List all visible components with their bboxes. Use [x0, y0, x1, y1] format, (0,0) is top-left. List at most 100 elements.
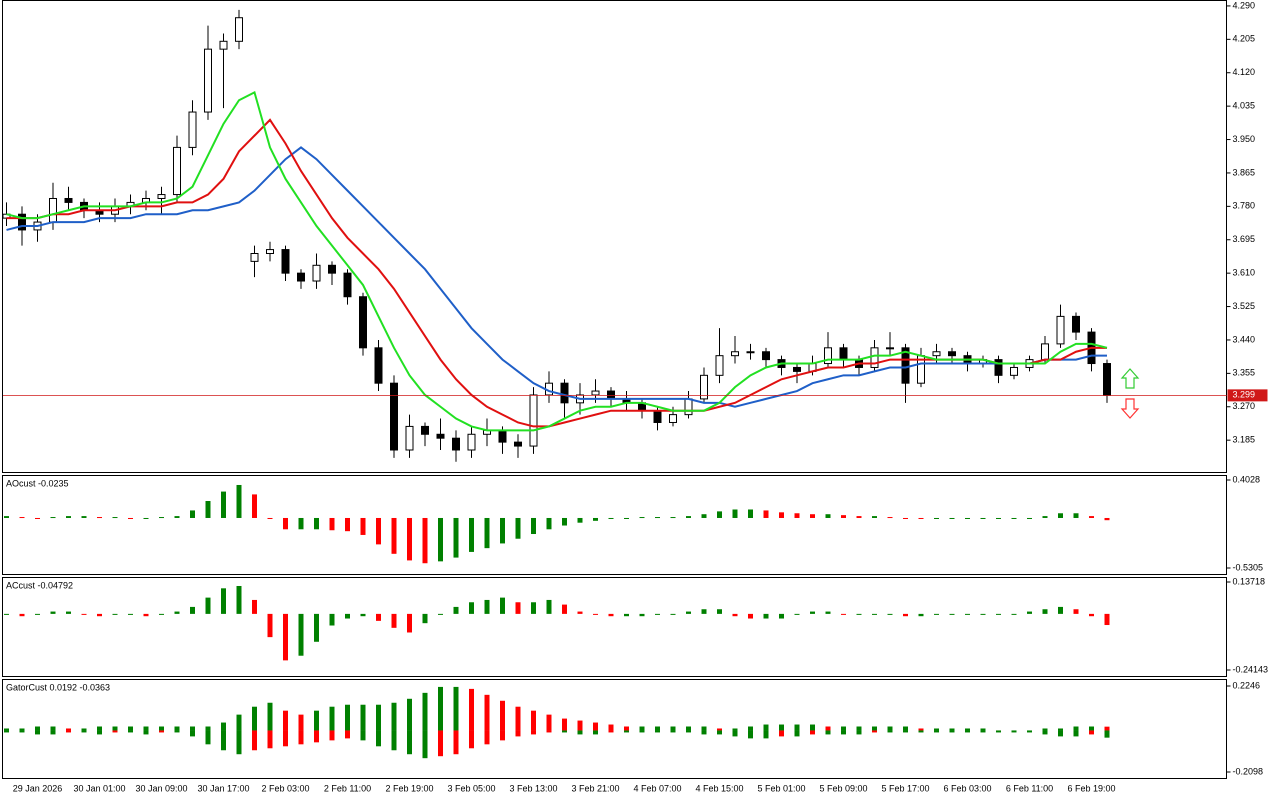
alligator-line: [6, 90, 1108, 432]
histogram-bar: [1027, 611, 1032, 614]
gator-bar: [903, 730, 908, 733]
histogram-bar: [1058, 606, 1063, 614]
histogram-bar: [484, 517, 490, 549]
histogram-bar: [1011, 613, 1017, 615]
histogram-bar: [701, 514, 707, 518]
gator-bar: [779, 730, 784, 737]
candle-body: [281, 249, 290, 274]
histogram-bar: [267, 517, 273, 519]
histogram-bar: [50, 517, 56, 519]
x-tick-label: 5 Feb 01:00: [757, 783, 805, 793]
histogram-bar: [608, 613, 614, 617]
y-tick-label: 3.185: [1233, 435, 1256, 445]
gator-bar: [732, 728, 738, 731]
gator-bar: [531, 710, 536, 731]
histogram-bar: [1058, 513, 1063, 518]
candle-body: [901, 347, 910, 384]
gator-bar: [376, 730, 381, 747]
candle-body: [452, 437, 460, 451]
histogram-bar: [66, 516, 71, 518]
gator-bar: [887, 726, 893, 731]
gator-bar: [4, 728, 9, 731]
gator-bar: [903, 726, 908, 731]
histogram-bar: [732, 509, 738, 518]
gator-bar: [128, 730, 133, 733]
histogram-bar: [4, 516, 9, 518]
candle-body: [250, 253, 259, 262]
y-tick-label: 3.695: [1233, 234, 1256, 244]
gator-bar: [748, 730, 753, 739]
histogram-bar: [980, 517, 986, 519]
gator-bar: [469, 730, 474, 749]
gator-bar: [453, 730, 459, 755]
x-tick-label: 29 Jan 2026: [13, 783, 63, 793]
histogram-bar: [810, 611, 815, 614]
histogram-bar: [469, 602, 474, 614]
histogram-bar: [190, 510, 195, 518]
histogram-bar: [438, 613, 443, 615]
gator-bar: [1089, 730, 1094, 735]
histogram-bar: [965, 613, 970, 615]
histogram-bar: [1073, 609, 1079, 614]
histogram-bar: [422, 613, 428, 624]
gator-bar: [872, 730, 877, 733]
gator-bar: [577, 720, 583, 731]
gator-bar: [236, 714, 242, 731]
y-tick-label: 4.290: [1233, 0, 1256, 10]
histogram-bar: [81, 516, 87, 518]
histogram-bar: [655, 517, 660, 519]
gator-bar: [1011, 730, 1017, 733]
y-tick-label: 3.355: [1233, 368, 1256, 378]
gator-bar: [949, 728, 955, 731]
ao-panel: [2, 475, 1227, 575]
histogram-bar: [314, 613, 319, 642]
histogram-bar: [531, 517, 536, 535]
gator-bar: [996, 730, 1001, 733]
gator-bar: [329, 706, 335, 731]
candle-body: [1056, 315, 1065, 345]
histogram-bar: [763, 510, 769, 518]
gator-bar: [329, 730, 335, 741]
x-tick-label: 5 Feb 09:00: [819, 783, 867, 793]
candle-body: [328, 264, 336, 274]
histogram-bar: [252, 494, 257, 518]
histogram-bar: [329, 517, 335, 531]
histogram-bar: [918, 517, 924, 519]
candle-body: [374, 347, 383, 384]
histogram-bar: [81, 613, 87, 615]
x-tick-label: 3 Feb 21:00: [571, 783, 619, 793]
candle-body: [49, 197, 57, 223]
price-panel: [2, 0, 1227, 473]
gator-bar: [159, 726, 164, 731]
gator-bar: [1058, 730, 1063, 737]
histogram-bar: [283, 613, 288, 661]
last-price-label: 3.299: [1233, 390, 1256, 400]
x-tick-label: 30 Jan 09:00: [135, 783, 187, 793]
candle-body: [421, 425, 429, 435]
histogram-bar: [360, 517, 366, 535]
gator-bar: [345, 704, 350, 731]
histogram-bar: [1089, 613, 1094, 617]
gator-panel: [2, 679, 1227, 779]
gator-bar: [841, 730, 846, 735]
gator-bar: [174, 730, 180, 733]
histogram-bar: [391, 613, 397, 628]
gator-bar: [934, 728, 939, 731]
alligator-line: [6, 118, 1107, 428]
gator-bar: [593, 722, 598, 731]
gator-bar: [701, 730, 707, 735]
gator-bar: [639, 730, 645, 733]
histogram-bar: [283, 517, 288, 530]
gator-bar: [918, 730, 924, 733]
gator-bar: [283, 730, 288, 747]
gator-bar: [980, 730, 986, 733]
gator-bar: [825, 726, 831, 731]
y-tick-label: 0.2246: [1233, 680, 1261, 690]
gator-bar: [794, 724, 800, 731]
histogram-bar: [298, 613, 304, 656]
gator-bar: [717, 730, 722, 735]
x-tick-label: 6 Feb 19:00: [1067, 783, 1115, 793]
histogram-bar: [469, 517, 474, 552]
candle-body: [390, 382, 398, 451]
gator-bar: [810, 730, 815, 735]
